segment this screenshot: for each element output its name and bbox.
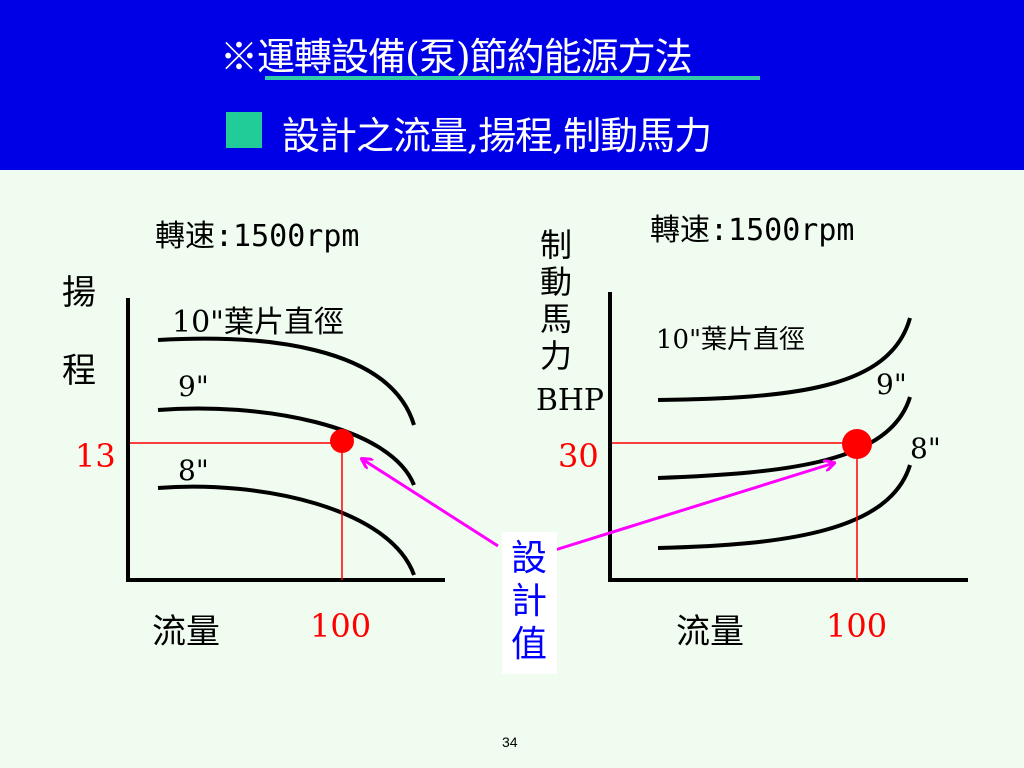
left-design-x-value: 100 <box>310 607 371 645</box>
design-value-char-3: 值 <box>511 624 547 665</box>
square-bullet-icon <box>226 112 262 148</box>
left-pointer-arrow <box>362 459 499 548</box>
right-y-axis-label-char-1: 制 <box>540 226 572 264</box>
right-curve-10in <box>657 317 912 402</box>
right-y-axis-label-char-2: 動 <box>540 263 572 301</box>
right-curve-label-9in: 9" <box>876 368 907 401</box>
left-curve-8in <box>157 484 416 576</box>
right-curve-label-10in: 10"葉片直徑 <box>656 325 805 355</box>
design-value-char-1: 設 <box>511 538 547 579</box>
pump-curve-diagram: 轉速:1500rpm 揚 程 10"葉片直徑 9" 8" 13 100 流量 轉… <box>62 213 968 674</box>
left-curve-label-10in: 10"葉片直徑 <box>172 305 344 340</box>
left-speed-label: 轉速:1500rpm <box>155 219 360 254</box>
design-value-box <box>502 532 557 674</box>
design-value-char-2: 計 <box>511 581 547 622</box>
left-curve-label-9in: 9" <box>178 370 209 403</box>
title-banner: ※運轉設備(泵)節約能源方法 設計之流量,揚程,制動馬力 <box>0 0 1024 170</box>
left-y-axis-label-char-1: 揚 <box>62 273 96 313</box>
left-design-y-value: 13 <box>75 437 116 475</box>
right-chart: 轉速:1500rpm 制 動 馬 力 BHP 10"葉片直徑 9" 8" 30 … <box>536 213 968 652</box>
right-y-axis-unit: BHP <box>536 383 604 418</box>
right-y-axis-label-char-4: 力 <box>540 337 572 375</box>
page-title: ※運轉設備(泵)節約能源方法 <box>220 35 693 79</box>
left-curve-9in <box>157 406 416 486</box>
left-x-axis-label: 流量 <box>152 612 220 652</box>
left-curve-label-8in: 8" <box>178 454 209 487</box>
right-curve-9in <box>657 396 912 480</box>
left-design-point <box>330 429 354 453</box>
right-curve-label-8in: 8" <box>910 432 941 465</box>
right-y-axis-label-char-3: 馬 <box>540 300 572 338</box>
right-speed-label: 轉速:1500rpm <box>650 213 855 248</box>
right-design-x-value: 100 <box>826 607 887 645</box>
right-design-point <box>842 429 872 459</box>
right-x-axis-label: 流量 <box>676 612 744 652</box>
right-curve-8in <box>657 464 912 550</box>
right-pointer-arrow <box>554 463 834 552</box>
page-number: 34 <box>502 734 518 750</box>
design-value-callout: 設 計 值 <box>362 459 834 674</box>
left-chart: 轉速:1500rpm 揚 程 10"葉片直徑 9" 8" 13 100 流量 <box>62 219 445 652</box>
left-y-axis-label-char-2: 程 <box>62 351 96 391</box>
page-subtitle: 設計之流量,揚程,制動馬力 <box>282 114 712 158</box>
title-underline <box>265 76 760 80</box>
left-curve-10in <box>157 336 416 426</box>
right-design-y-value: 30 <box>558 437 599 475</box>
